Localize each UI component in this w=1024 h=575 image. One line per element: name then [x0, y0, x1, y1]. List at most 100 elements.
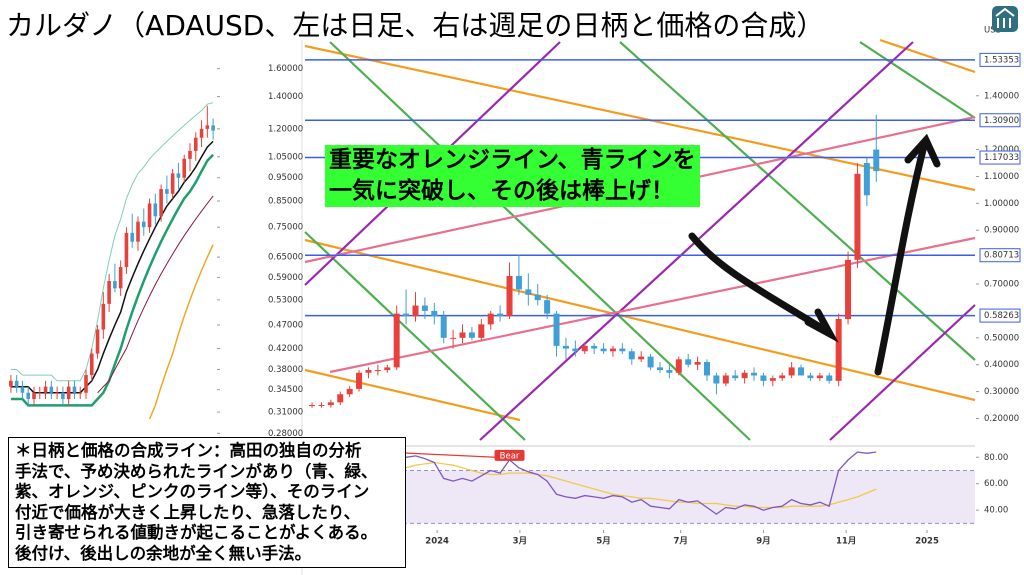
page-title: カルダノ（ADAUSD、左は日足、右は週足の日柄と価格の合成）: [6, 9, 825, 42]
note: ＊日柄と価格の合成ライン：高田の独自の分析 手法で、予め決められたラインがあり（…: [8, 437, 406, 568]
candle-body: [732, 375, 739, 379]
candle-body: [421, 305, 428, 311]
candle-body: [685, 359, 692, 365]
candle-body: [193, 137, 198, 151]
candle-body: [854, 173, 861, 260]
rsi-tick-label: 60.00: [984, 479, 1008, 489]
orange-line: [304, 44, 976, 192]
candle-body: [666, 370, 673, 373]
divergence-line: [396, 451, 510, 459]
rsi-band: [305, 470, 975, 524]
currency-label: USD: [984, 26, 1003, 36]
candle-body: [346, 388, 353, 395]
candle-body: [807, 375, 814, 379]
candle-body: [124, 232, 129, 268]
rsi-line: [311, 451, 877, 515]
candle-body: [760, 375, 767, 381]
candle-body: [170, 173, 175, 194]
candle-body: [647, 356, 654, 368]
rsi-label-box: [494, 449, 525, 461]
y-tick-label: 1.10000: [984, 172, 1019, 182]
y-tick-label: 0.59000: [268, 273, 303, 283]
candle-body: [769, 378, 776, 381]
candle-body: [826, 375, 833, 381]
x-tick-label: 7月: [673, 537, 687, 547]
candle-body: [751, 372, 758, 376]
x-tick-label: 9月: [756, 537, 770, 547]
y-tick-label: 0.50000: [984, 333, 1019, 343]
arrow: [874, 138, 929, 376]
note-line: 付近で価格が大きく上昇したり、急落したり、: [15, 502, 361, 522]
candle-body: [49, 386, 54, 393]
candle-body: [525, 289, 532, 295]
candle-body: [675, 359, 682, 373]
candle-body: [704, 362, 710, 376]
y-tick-label: 1.40000: [984, 91, 1019, 101]
green-line: [329, 41, 751, 441]
candle-body: [835, 318, 842, 381]
logo-mark: [995, 7, 1015, 28]
candle-body: [722, 375, 729, 384]
y-tick-label: 1.20000: [268, 124, 303, 134]
price-label-box: [979, 52, 1021, 67]
y-tick-label: 0.90000: [984, 226, 1019, 236]
candle-body: [384, 367, 391, 371]
candle-body: [628, 351, 635, 360]
purple-line: [829, 304, 976, 441]
candle-body: [478, 324, 485, 338]
candle-body: [553, 313, 560, 346]
orange-line: [879, 38, 976, 74]
candle-body: [118, 267, 123, 289]
x-tick-label: 5月: [596, 537, 610, 547]
pink-line: [329, 236, 976, 374]
arrow-head: [804, 308, 839, 343]
candle-body: [318, 405, 325, 407]
candle-body: [440, 316, 447, 338]
candle-body: [798, 367, 805, 376]
callout-line: 一気に突破し、その後は棒上げ！: [329, 178, 674, 204]
candle-body: [89, 353, 94, 376]
y-tick-label: 1.20000: [984, 145, 1019, 155]
candle-body: [14, 380, 19, 387]
candle-body: [450, 337, 457, 339]
candle-body: [78, 392, 83, 394]
band-line: [10, 102, 214, 382]
y-tick-label: 0.38000: [268, 365, 303, 375]
y-tick-label: 0.65000: [268, 253, 303, 263]
note-line: 紫、オレンジ、ピンクのライン等）、そのライン: [15, 482, 370, 501]
candle-body: [845, 259, 852, 319]
candle-body: [656, 367, 663, 371]
candle-body: [61, 392, 65, 400]
note-line: ＊日柄と価格の合成ライン：高田の独自の分析: [15, 441, 362, 460]
candle-body: [591, 345, 598, 349]
candle-body: [487, 313, 494, 325]
candle-body: [130, 232, 135, 242]
price-label: 0.58263: [984, 311, 1019, 321]
green-line: [859, 41, 976, 119]
candle-body: [211, 125, 215, 131]
y-tick-label: 0.31000: [268, 408, 303, 418]
candle-body: [188, 150, 192, 159]
callout: 重要なオレンジライン、青ラインを 一気に突破し、その後は棒上げ！: [325, 145, 700, 207]
y-tick-label: 0.20000: [984, 414, 1019, 424]
price-label: 1.53353: [984, 55, 1019, 65]
candle-body: [136, 221, 140, 242]
candle-body: [431, 310, 438, 317]
note-line: 引き寄せられる値動きが起こることがよくある。: [15, 523, 378, 542]
candle-body: [497, 313, 504, 317]
rsi-tick-label: 40.00: [984, 506, 1008, 516]
candle-body: [609, 348, 616, 352]
candle-body: [199, 128, 204, 138]
y-tick-label: 1.40000: [268, 92, 303, 102]
candle-body: [713, 375, 720, 384]
price-label-box: [979, 308, 1021, 323]
candle-body: [32, 392, 36, 400]
candle-body: [356, 372, 363, 389]
x-tick-label: 3月: [513, 537, 527, 547]
note-line: 手法で、予め決められたラインがあり（青、緑、: [15, 461, 378, 481]
candle-body: [107, 280, 111, 304]
y-tick-label: 0.75000: [268, 223, 303, 233]
x-tick-label: 2024: [425, 537, 449, 547]
orange-line: [304, 238, 976, 402]
rsi-ma-line: [358, 461, 877, 509]
